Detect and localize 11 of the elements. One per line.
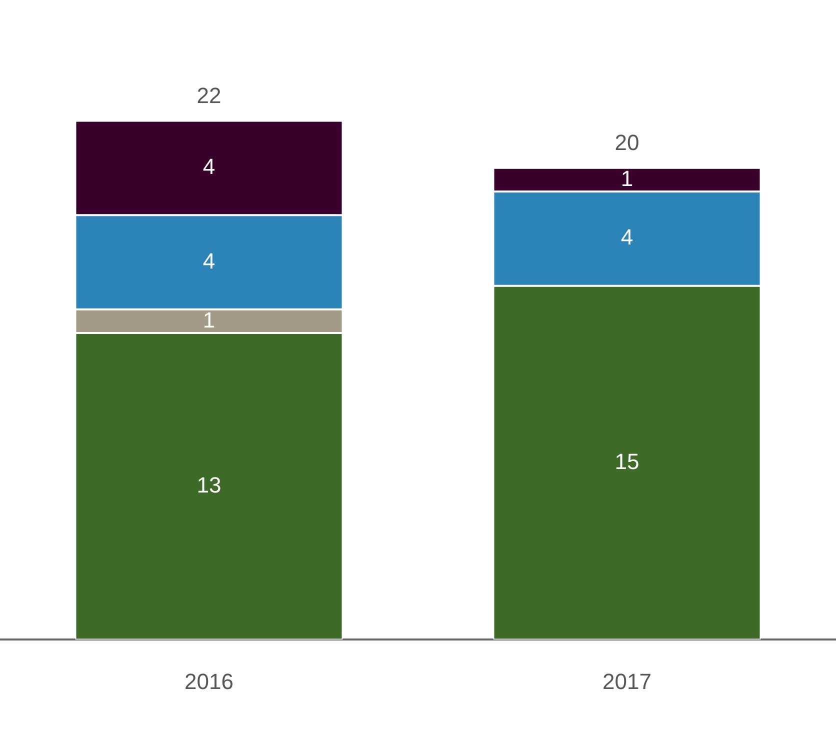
total-label: 22 bbox=[196, 82, 222, 108]
data-label: 4 bbox=[202, 154, 216, 179]
total-label: 20 bbox=[614, 130, 640, 155]
data-label: 15 bbox=[614, 448, 640, 474]
data-label: 4 bbox=[202, 248, 216, 274]
data-label: 4 bbox=[620, 224, 634, 250]
data-label: 1 bbox=[620, 166, 634, 191]
data-label: 13 bbox=[196, 472, 222, 498]
data-label: 1 bbox=[202, 307, 216, 332]
x-tick-label: 2017 bbox=[602, 668, 652, 694]
x-tick-label: 2016 bbox=[184, 668, 234, 694]
